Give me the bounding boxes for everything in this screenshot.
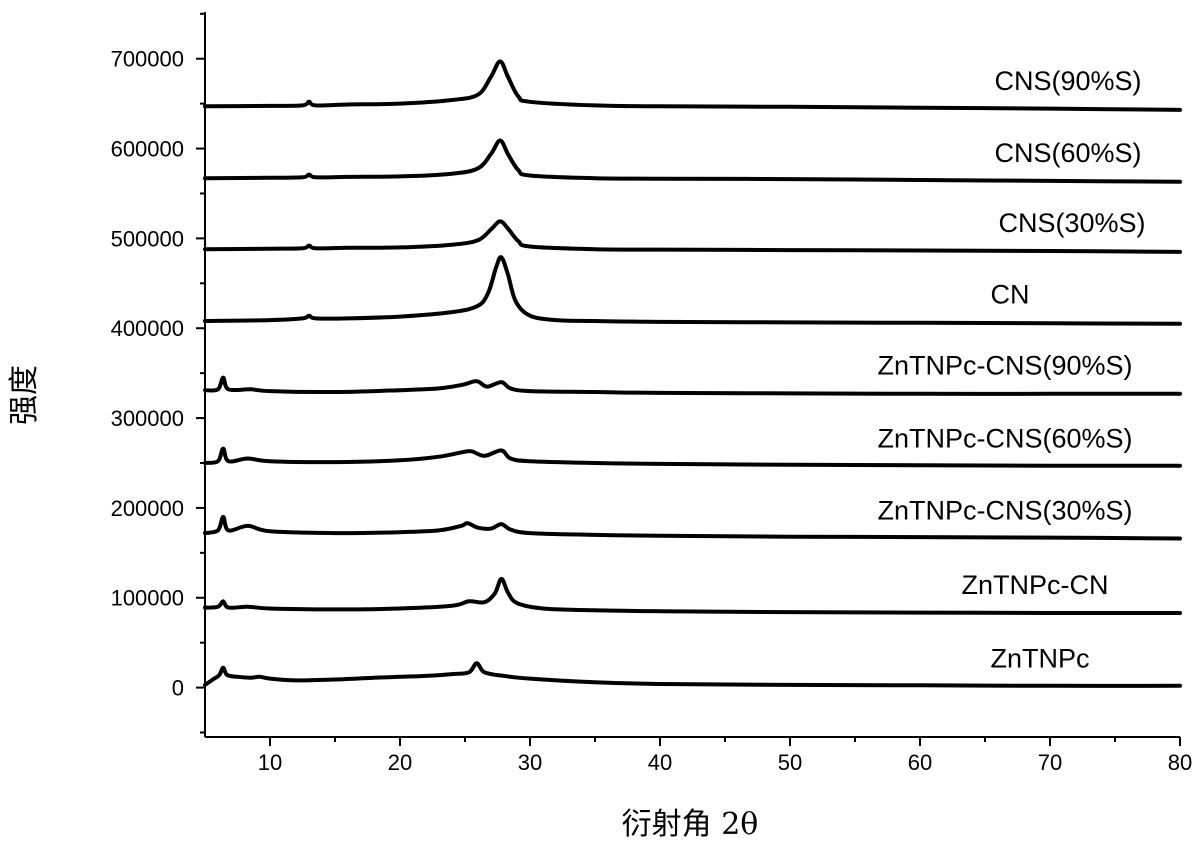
- series-line: [203, 661, 1182, 688]
- series-layer: [203, 59, 1182, 688]
- series-label: ZnTNPc-CNS(90%S): [877, 351, 1132, 381]
- y-tick-label: 0: [172, 676, 184, 701]
- x-tick-label: 60: [908, 750, 932, 775]
- series-label: ZnTNPc-CN: [962, 570, 1109, 600]
- series-line: [203, 255, 1182, 326]
- series-line: [203, 59, 1182, 112]
- series-label: CNS(90%S): [994, 66, 1141, 96]
- y-tick-label: 400000: [111, 316, 184, 341]
- x-tick-label: 80: [1168, 750, 1192, 775]
- y-tick-label: 500000: [111, 226, 184, 251]
- x-tick-label: 50: [778, 750, 802, 775]
- y-tick-label: 700000: [111, 47, 184, 72]
- series-line: [203, 138, 1182, 184]
- series-label: ZnTNPc: [990, 644, 1089, 674]
- series-label: CNS(30%S): [998, 208, 1145, 238]
- series-label: ZnTNPc-CNS(60%S): [877, 423, 1132, 453]
- y-tick-label: 100000: [111, 586, 184, 611]
- x-axis-ticks: 10 20 30 40 50 60 70 80: [258, 737, 1192, 775]
- x-tick-label: 30: [518, 750, 542, 775]
- y-axis-ticks: 0 100000 200000 300000 400000 500000 600000 700…: [111, 12, 205, 734]
- series-line: [203, 375, 1182, 396]
- series-line: [203, 514, 1182, 541]
- x-tick-label: 10: [258, 750, 282, 775]
- x-axis-title: 衍射角 2θ: [622, 807, 759, 842]
- y-tick-label: 300000: [111, 406, 184, 431]
- series-labels: ZnTNPc ZnTNPc-CN ZnTNPc-CNS(30%S) ZnTNPc-CN…: [877, 66, 1145, 674]
- series-line: [203, 576, 1182, 616]
- y-tick-label: 200000: [111, 496, 184, 521]
- y-tick-label: 600000: [111, 137, 184, 162]
- plot-frame: [204, 12, 1180, 738]
- y-axis-title: 强度: [7, 365, 42, 425]
- x-tick-label: 20: [388, 750, 412, 775]
- series-label: CN: [991, 280, 1030, 310]
- series-line: [203, 446, 1182, 468]
- series-label: CNS(60%S): [994, 138, 1141, 168]
- series-line: [203, 219, 1182, 254]
- x-tick-label: 70: [1038, 750, 1062, 775]
- series-label: ZnTNPc-CNS(30%S): [877, 495, 1132, 525]
- x-tick-label: 40: [648, 750, 672, 775]
